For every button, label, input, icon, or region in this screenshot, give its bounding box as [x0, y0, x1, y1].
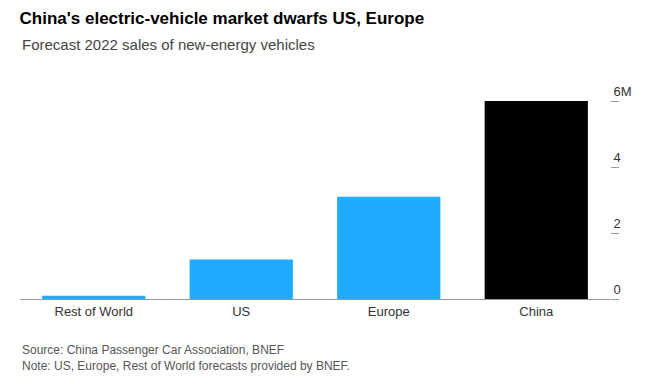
svg-text:6M: 6M [614, 84, 632, 99]
svg-text:2: 2 [614, 216, 621, 231]
svg-text:Rest of World: Rest of World [54, 304, 133, 319]
svg-text:China's electric-vehicle marke: China's electric-vehicle market dwarfs U… [20, 9, 425, 28]
svg-text:China: China [519, 304, 554, 319]
svg-text:Note: US, Europe, Rest of Worl: Note: US, Europe, Rest of World forecast… [22, 359, 350, 373]
svg-text:Forecast 2022 sales of new-ene: Forecast 2022 sales of new-energy vehicl… [22, 36, 315, 53]
svg-text:4: 4 [614, 150, 621, 165]
svg-text:Source: China Passenger Car As: Source: China Passenger Car Association,… [22, 343, 284, 357]
svg-text:Europe: Europe [368, 304, 410, 319]
svg-text:US: US [232, 304, 250, 319]
svg-text:0: 0 [614, 282, 621, 297]
